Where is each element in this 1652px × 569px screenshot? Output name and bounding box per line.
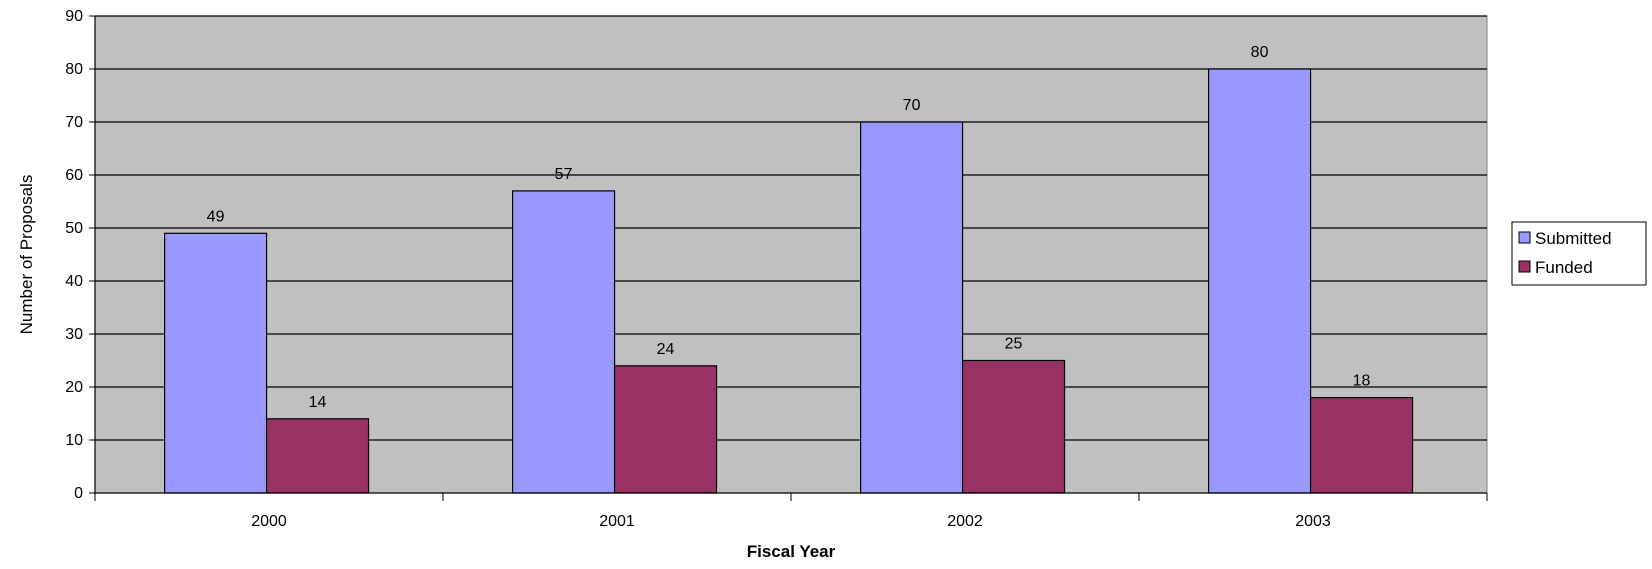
legend-swatch-submitted (1518, 231, 1531, 244)
bar-submitted-2003 (1207, 68, 1312, 494)
x-axis-title: Fiscal Year (747, 542, 836, 561)
x-tick-label: 2001 (599, 513, 635, 530)
y-tick-label: 30 (65, 326, 83, 343)
data-label-funded-2000: 14 (309, 394, 327, 411)
y-tick-label: 70 (65, 114, 83, 131)
data-label-funded-2001: 24 (657, 341, 675, 358)
bar-submitted-2001 (511, 190, 616, 494)
y-tick-label: 60 (65, 167, 83, 184)
y-tick-label: 10 (65, 432, 83, 449)
data-label-submitted-2001: 57 (555, 166, 573, 183)
data-label-submitted-2003: 80 (1251, 44, 1269, 61)
data-labels: 49 14 57 24 70 25 80 18 (207, 44, 1371, 411)
data-label-funded-2003: 18 (1353, 373, 1371, 390)
y-tick-label: 80 (65, 61, 83, 78)
x-tick-label: 2003 (1295, 513, 1331, 530)
legend-label-funded: Funded (1535, 258, 1593, 277)
bars (164, 68, 1414, 494)
x-tick-label: 2000 (251, 513, 287, 530)
bar-funded-2001 (613, 365, 718, 494)
bar-submitted-2002 (859, 121, 964, 494)
legend: Submitted Funded (1511, 221, 1647, 286)
axes: 0 10 20 30 40 50 60 70 80 90 2000 2001 2002 2003 (65, 8, 1488, 530)
bar-funded-2000 (265, 418, 370, 494)
x-tick-label: 2002 (947, 513, 983, 530)
bar-submitted-2000 (164, 232, 268, 494)
bar-funded-2003 (1309, 397, 1414, 494)
y-axis-title: Number of Proposals (17, 175, 36, 335)
data-label-submitted-2002: 70 (903, 97, 921, 114)
y-tick-label: 40 (65, 273, 83, 290)
data-label-submitted-2000: 49 (207, 208, 225, 225)
y-tick-label: 90 (65, 8, 83, 25)
legend-box (1511, 221, 1647, 286)
y-tick-label: 50 (65, 220, 83, 237)
legend-label-submitted: Submitted (1535, 229, 1612, 248)
data-label-funded-2002: 25 (1005, 336, 1023, 353)
legend-swatch-funded (1518, 260, 1531, 273)
bar-funded-2002 (961, 359, 1066, 494)
y-tick-label: 20 (65, 379, 83, 396)
y-tick-label: 0 (74, 485, 83, 502)
